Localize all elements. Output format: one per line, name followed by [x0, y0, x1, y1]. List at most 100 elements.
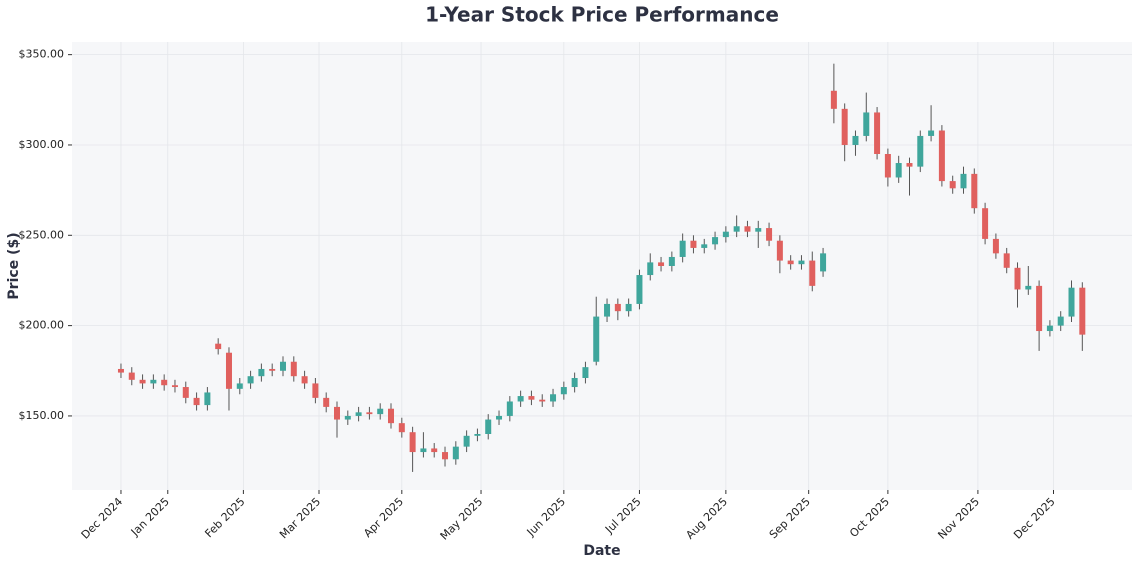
- candle-body: [312, 383, 319, 398]
- candle-body: [971, 173, 978, 209]
- x-tick-label: Jan 2025: [128, 495, 172, 539]
- candle-body: [366, 412, 373, 415]
- candle-body: [755, 228, 762, 232]
- candle-body: [236, 383, 243, 389]
- x-tick-label: Jul 2025: [602, 495, 644, 537]
- candle-body: [269, 368, 276, 371]
- x-tick-label: Aug 2025: [683, 495, 730, 542]
- candle-body: [290, 361, 297, 377]
- candle-body: [658, 262, 665, 266]
- candle-body: [139, 379, 146, 384]
- candle-body: [614, 303, 621, 312]
- x-tick-label: Jun 2025: [524, 495, 568, 539]
- candle-body: [938, 130, 945, 182]
- candle-body: [1046, 325, 1053, 332]
- candle-body: [744, 226, 751, 232]
- candle-body: [431, 448, 438, 453]
- candle-body: [1003, 253, 1010, 268]
- candle-body: [1036, 285, 1043, 332]
- candle-body: [582, 367, 589, 378]
- candle-body: [150, 379, 157, 384]
- candle-body: [420, 448, 427, 453]
- y-tick-label: $200.00: [19, 319, 65, 332]
- candle-body: [863, 112, 870, 136]
- candle-body: [852, 135, 859, 145]
- candle-body: [917, 135, 924, 167]
- candle-body: [301, 376, 308, 384]
- candle-body: [171, 385, 178, 388]
- candle-body: [344, 415, 351, 420]
- x-tick-label: Oct 2025: [847, 495, 892, 540]
- candle-body: [647, 262, 654, 276]
- candle-body: [1025, 285, 1032, 290]
- x-axis-label: Date: [583, 543, 620, 559]
- candle-body: [377, 408, 384, 415]
- x-tick-label: Nov 2025: [935, 495, 982, 542]
- candle-body: [215, 343, 222, 350]
- candle-body: [992, 238, 999, 254]
- candle-body: [571, 378, 578, 388]
- candle-body: [820, 253, 827, 272]
- candle-body: [604, 303, 611, 317]
- candle-body: [733, 226, 740, 232]
- candle-body: [463, 435, 470, 447]
- x-tick-label: Mar 2025: [277, 495, 323, 541]
- candle-body: [766, 228, 773, 241]
- candle-body: [398, 423, 405, 433]
- candle-body: [409, 432, 416, 453]
- candle-body: [388, 408, 395, 424]
- candle-body: [182, 387, 189, 398]
- candle-body: [1014, 267, 1021, 290]
- candle-body: [485, 419, 492, 434]
- candle-body: [668, 256, 675, 266]
- candle-body: [496, 415, 503, 420]
- candle-body: [874, 112, 881, 154]
- candle-body: [161, 379, 168, 386]
- x-tick-label: Dec 2025: [1011, 495, 1058, 542]
- candle-body: [452, 446, 459, 460]
- candle-body: [506, 401, 513, 416]
- candle-body: [539, 399, 546, 402]
- candle-body: [550, 394, 557, 402]
- candle-body: [722, 231, 729, 238]
- candle-body: [442, 452, 449, 460]
- candle-body: [225, 352, 232, 389]
- y-axis-label: Price ($): [6, 232, 22, 299]
- candle-body: [798, 260, 805, 265]
- x-tick-label: Dec 2024: [79, 495, 126, 542]
- candle-body: [528, 396, 535, 400]
- candle-body: [334, 406, 340, 420]
- candle-body: [982, 208, 989, 239]
- x-tick-label: Sep 2025: [767, 495, 813, 541]
- candle-body: [884, 154, 891, 178]
- candle-body: [1079, 287, 1086, 335]
- candle-body: [117, 368, 124, 373]
- x-tick-label: May 2025: [438, 495, 486, 543]
- candle-body: [830, 90, 837, 109]
- candle-body: [928, 130, 935, 136]
- candle-body: [1068, 287, 1075, 317]
- candle-body: [517, 396, 524, 402]
- plot-area: [72, 42, 1132, 490]
- candle-body: [323, 397, 330, 407]
- chart-title: 1-Year Stock Price Performance: [425, 3, 779, 27]
- candle-body: [1057, 316, 1064, 326]
- candle-body: [712, 237, 719, 245]
- candle-body: [474, 434, 481, 436]
- candle-body: [128, 372, 135, 380]
- candle-body: [841, 108, 848, 145]
- candle-body: [960, 173, 967, 189]
- candle-body: [355, 412, 362, 416]
- candle-body: [247, 376, 254, 384]
- candle-body: [906, 163, 913, 167]
- candle-body: [636, 275, 643, 304]
- candle-body: [258, 368, 265, 377]
- candle-body: [193, 397, 200, 406]
- candle-body: [593, 316, 600, 362]
- candle-body: [204, 392, 211, 406]
- candle-body: [690, 240, 697, 248]
- x-tick-label: Feb 2025: [202, 495, 247, 540]
- y-tick-label: $350.00: [19, 48, 65, 61]
- candle-body: [679, 240, 686, 257]
